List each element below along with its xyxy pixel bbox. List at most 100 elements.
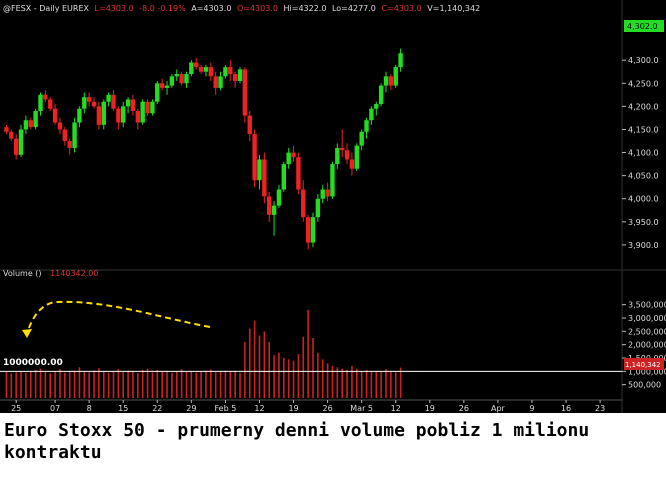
volume-tick-label: 2,000,000 bbox=[628, 341, 666, 350]
candle-body bbox=[378, 85, 384, 105]
candle-body bbox=[281, 164, 287, 190]
candle-body bbox=[218, 76, 223, 88]
candle-body bbox=[247, 115, 252, 135]
volume-badge-bg bbox=[624, 358, 664, 370]
header-change: -8.0 -0.19% bbox=[139, 4, 186, 13]
candle-body bbox=[267, 196, 272, 215]
candle-body bbox=[223, 67, 228, 77]
candle-body bbox=[145, 101, 150, 114]
header-open: O=4303.0 bbox=[237, 4, 278, 13]
price-tick-label: 4,050.0 bbox=[628, 172, 659, 181]
x-tick-label: Feb 5 bbox=[215, 404, 237, 413]
candle-body bbox=[257, 159, 262, 181]
candle-body bbox=[364, 120, 369, 132]
candle-body bbox=[13, 138, 19, 155]
candle-body bbox=[291, 152, 296, 158]
candle-body bbox=[194, 62, 199, 68]
candle-body bbox=[18, 129, 24, 155]
candle-body bbox=[286, 152, 291, 165]
candle-body bbox=[57, 122, 63, 130]
candle-body bbox=[38, 94, 43, 111]
volume-badge: 1,140,342 bbox=[625, 361, 661, 369]
x-tick-label: 19 bbox=[425, 404, 435, 413]
x-tick-label: Apr bbox=[491, 404, 506, 413]
candle-body bbox=[315, 198, 321, 218]
price-badge-bg bbox=[624, 20, 664, 32]
header-close: C=4303.0 bbox=[381, 4, 421, 13]
volume-tick-label: 1,000,000 bbox=[628, 367, 666, 376]
candle-body bbox=[320, 189, 325, 199]
candle-body bbox=[43, 94, 48, 100]
header-volume: V=1,140,342 bbox=[427, 4, 480, 13]
x-tick-label: 23 bbox=[595, 404, 605, 413]
candle-body bbox=[349, 159, 355, 169]
price-tick-label: 4,150.0 bbox=[628, 125, 659, 134]
price-tick-label: 4,300.0 bbox=[628, 56, 659, 65]
x-tick-label: 26 bbox=[459, 404, 469, 413]
x-tick-label: 15 bbox=[118, 404, 128, 413]
candle-body bbox=[213, 76, 218, 88]
x-tick-label: 29 bbox=[186, 404, 196, 413]
reference-label: 1000000.00 bbox=[3, 358, 63, 368]
candle-body bbox=[125, 99, 131, 107]
price-tick-label: 4,100.0 bbox=[628, 149, 659, 158]
annotation-arrowhead bbox=[22, 329, 32, 338]
candle-body bbox=[23, 120, 29, 130]
x-tick-label: 12 bbox=[391, 404, 401, 413]
header-low: Lo=4277.0 bbox=[332, 4, 376, 13]
candle-body bbox=[91, 101, 97, 107]
header-high: Hi=4322.0 bbox=[284, 4, 327, 13]
price-badge: 4,302.0 bbox=[627, 22, 658, 31]
candle-body bbox=[179, 74, 184, 84]
candle-body bbox=[330, 164, 335, 197]
candle-body bbox=[77, 108, 82, 123]
candle-body bbox=[101, 101, 106, 125]
x-tick-label: Mar 5 bbox=[350, 404, 373, 413]
candle-body bbox=[393, 67, 398, 86]
candle-body bbox=[383, 76, 389, 86]
candle-body bbox=[203, 67, 209, 72]
candle-body bbox=[388, 76, 394, 86]
candle-body bbox=[189, 62, 194, 75]
annotation-arrow bbox=[26, 300, 211, 335]
x-tick-label: 07 bbox=[50, 404, 60, 413]
volume-tick-label: 2,500,000 bbox=[628, 327, 666, 336]
candle-body bbox=[305, 217, 311, 243]
x-tick-label: 19 bbox=[288, 404, 298, 413]
candle-body bbox=[374, 104, 379, 109]
candle-body bbox=[150, 101, 155, 114]
candle-body bbox=[301, 189, 306, 218]
header-line: @FESX - Daily EUREX L=4303.0 -8.0 -0.19%… bbox=[3, 4, 480, 13]
candle-body bbox=[344, 150, 350, 160]
x-tick-label: 26 bbox=[323, 404, 333, 413]
candle-body bbox=[208, 67, 214, 77]
candle-body bbox=[159, 83, 165, 88]
volume-label: Volume () bbox=[3, 269, 42, 278]
candle-body bbox=[106, 94, 111, 102]
candle-body bbox=[121, 106, 126, 123]
volume-panel-label: Volume () 1140342.00 bbox=[3, 269, 98, 278]
price-tick-label: 3,900.0 bbox=[628, 241, 659, 250]
candle-body bbox=[82, 97, 87, 109]
candle-body bbox=[369, 108, 374, 121]
header-ask: A=4303.0 bbox=[191, 4, 231, 13]
candle-body bbox=[48, 99, 53, 109]
candle-body bbox=[130, 99, 136, 111]
candle-body bbox=[271, 205, 277, 215]
chart-svg: 4,300.0 4,250.0 4,200.0 4,150.0 4,100.0 4,050… bbox=[0, 0, 666, 413]
candle-body bbox=[28, 120, 33, 128]
candle-body bbox=[398, 53, 403, 68]
candle-body bbox=[116, 108, 121, 123]
header-last: L=4303.0 bbox=[95, 4, 134, 13]
price-tick-label: 4,000.0 bbox=[628, 195, 659, 204]
header-symbol: @FESX - Daily EUREX bbox=[3, 4, 89, 13]
caption: Euro Stoxx 50 - prumerny denni volume po… bbox=[4, 420, 590, 463]
x-tick-label: 16 bbox=[561, 404, 571, 413]
candle-body bbox=[276, 189, 282, 206]
candle-body bbox=[9, 131, 14, 139]
candle-body bbox=[310, 217, 316, 243]
candle-body bbox=[232, 74, 238, 81]
volume-tick-label: 500,000 bbox=[628, 381, 661, 390]
price-tick-label: 4,200.0 bbox=[628, 102, 659, 111]
candle-body bbox=[4, 127, 9, 132]
